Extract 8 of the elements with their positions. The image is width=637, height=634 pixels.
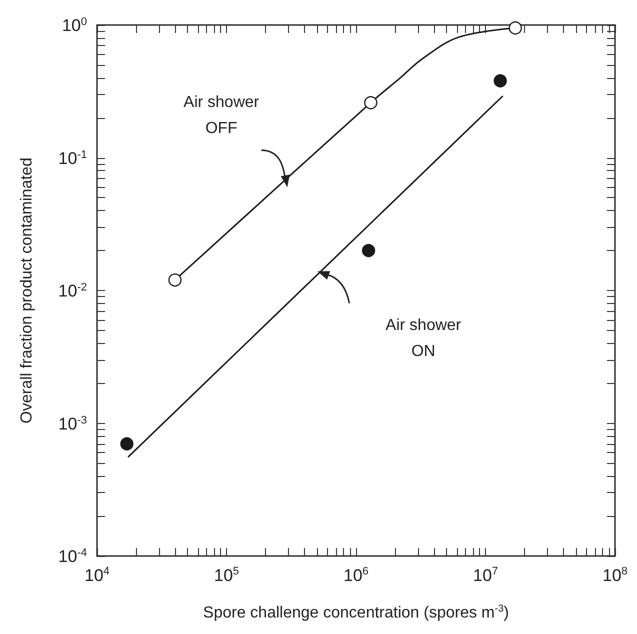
annotation: Air shower OFF [184,94,260,137]
y-tick-label: 10$^{0}$ [62,16,87,35]
y-tick-label: 10$^{-3}$ [58,414,87,434]
y-axis-title: Overall fraction product contaminated [18,158,36,424]
y-tick-label: 10$^{-1}$ [58,148,87,168]
annotation: Air shower ON [386,316,462,360]
y-tick-label: 10$^{-2}$ [58,282,87,300]
y-tick-label: 10$^{-4}$ [58,547,87,566]
